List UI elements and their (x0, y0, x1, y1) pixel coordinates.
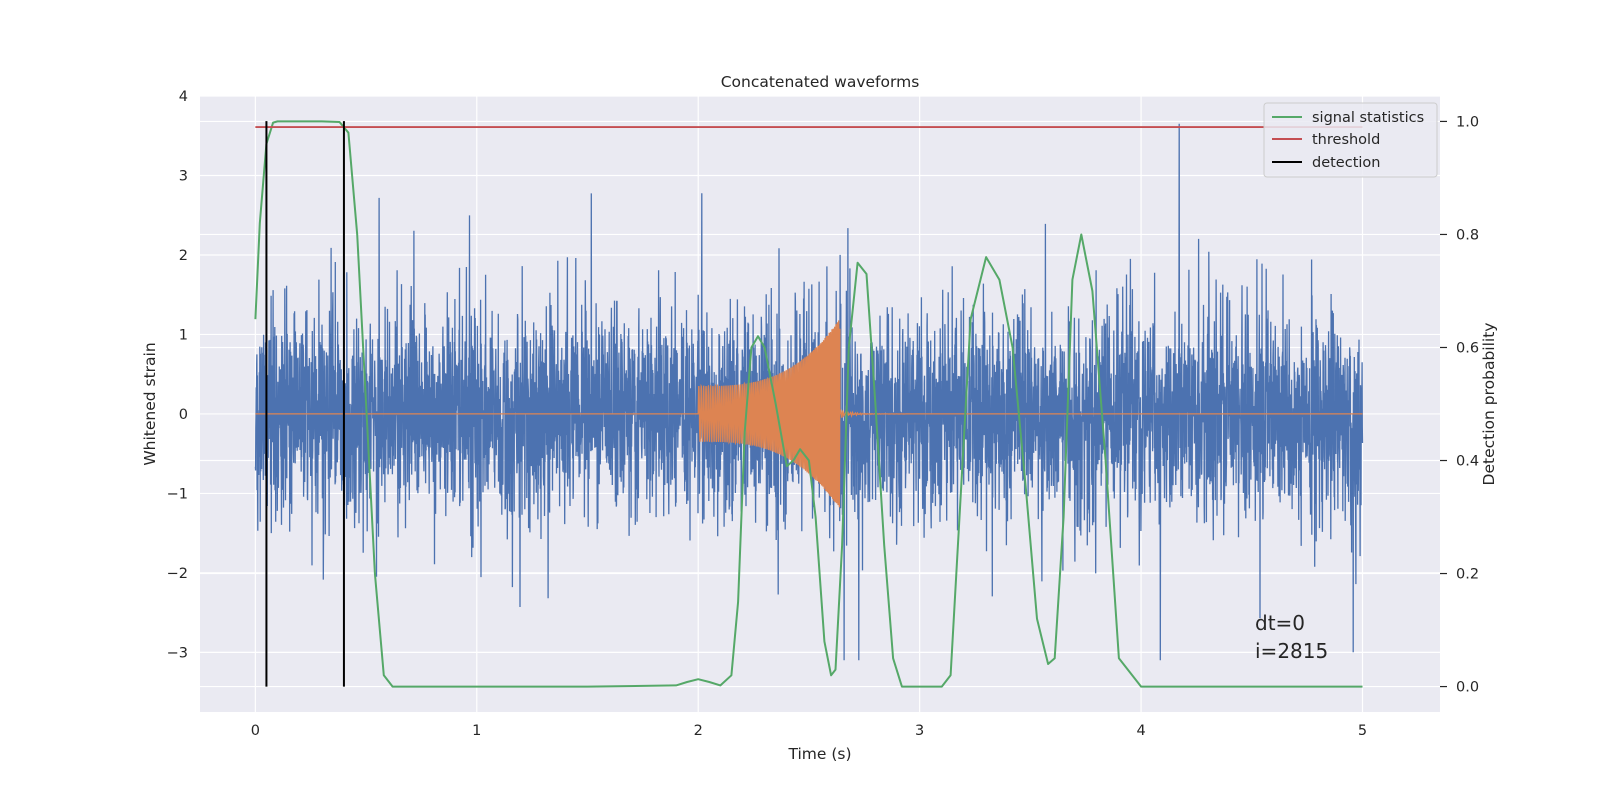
y-left-tick-label: 0 (179, 407, 188, 423)
signal-statistics-line (254, 120, 1363, 688)
y-left-tick-label: −3 (167, 645, 188, 661)
y-left-tick-label: 4 (179, 89, 188, 105)
x-tick-label: 1 (472, 723, 481, 739)
y-left-tick-label: 3 (179, 168, 188, 184)
annotation-line-i: i=2815 (1255, 639, 1328, 663)
legend: signal statistics threshold detection (1263, 102, 1438, 178)
x-tick-label: 2 (694, 723, 703, 739)
injected-chirp-series (255, 320, 1363, 508)
annotation: dt=0 i=2815 (1255, 611, 1328, 663)
y-axis-left-label: Whitened strain (141, 342, 159, 465)
x-axis-label: Time (s) (787, 745, 851, 763)
y-right-tick-label: 0.0 (1456, 680, 1479, 696)
y-left-tick-label: −1 (167, 486, 188, 502)
x-tick-label: 3 (915, 723, 924, 739)
y-axis-left-ticks: −3 −2 −1 0 1 2 3 4 (167, 89, 188, 661)
x-tick-label: 4 (1136, 723, 1145, 739)
series-layer (254, 120, 1364, 688)
legend-label-threshold: threshold (1312, 132, 1380, 148)
legend-box (1263, 102, 1438, 178)
legend-label-signal-statistics: signal statistics (1312, 110, 1424, 126)
y-left-tick-label: 1 (179, 327, 188, 343)
chart-title: Concatenated waveforms (721, 73, 920, 91)
legend-label-detection: detection (1312, 155, 1380, 171)
x-axis-ticks: 0 1 2 3 4 5 (251, 723, 1367, 739)
y-right-tick-label: 0.6 (1456, 340, 1479, 356)
y-right-tick-label: 0.2 (1456, 567, 1479, 583)
x-tick-label: 0 (251, 723, 260, 739)
y-left-tick-label: 2 (179, 248, 188, 264)
y-left-tick-label: −2 (167, 566, 188, 582)
y-right-tick-label: 1.0 (1456, 114, 1479, 130)
y-right-tick-label: 0.4 (1456, 454, 1479, 470)
x-tick-label: 5 (1358, 723, 1367, 739)
y-right-tick-label: 0.8 (1456, 227, 1479, 243)
y-axis-right-label: Detection probability (1480, 323, 1498, 486)
annotation-line-dt: dt=0 (1255, 611, 1305, 635)
y-axis-right-ticks: 0.0 0.2 0.4 0.6 0.8 1.0 (1440, 114, 1479, 696)
